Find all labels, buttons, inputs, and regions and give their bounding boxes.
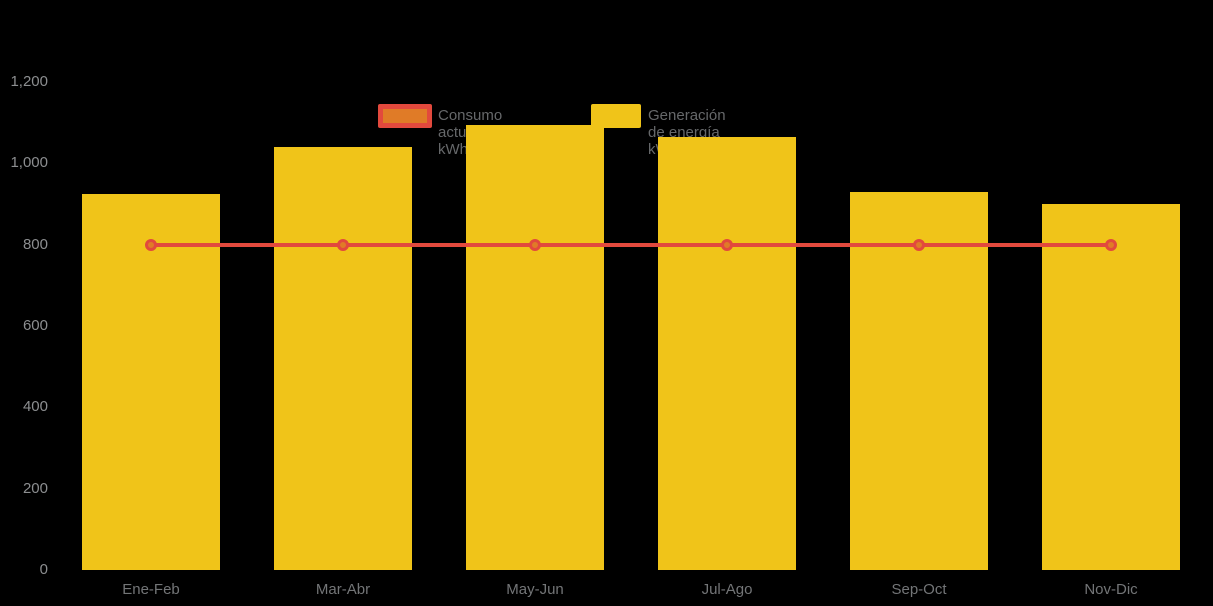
y-axis-label: 600 — [22, 317, 48, 334]
line-marker-Nov-Dic — [1105, 238, 1117, 251]
bar-May-Jun — [466, 124, 604, 570]
x-axis-label: Sep-Oct — [891, 581, 947, 598]
y-axis-label: 1,200 — [10, 73, 48, 90]
bar-Mar-Abr — [274, 147, 412, 570]
y-axis-label: 400 — [22, 398, 48, 416]
legend-label-consumo: Consumo actual kWh — [438, 107, 503, 158]
bar-Nov-Dic — [1042, 204, 1180, 570]
consumption-line — [151, 242, 1111, 247]
x-axis-label: Jul-Ago — [701, 581, 753, 598]
bar-Ene-Feb — [82, 193, 220, 570]
x-axis-label: Nov-Dic — [1084, 581, 1138, 598]
y-axis-label: 1,000 — [10, 154, 48, 172]
legend-swatch-generacion-icon — [591, 104, 641, 128]
line-marker-Sep-Oct — [913, 238, 925, 251]
legend-swatch-consumo-icon — [378, 104, 432, 128]
y-axis-label: 200 — [22, 479, 48, 497]
x-axis-label: Ene-Feb — [122, 581, 180, 598]
line-marker-Mar-Abr — [337, 238, 349, 251]
y-axis-label: 800 — [22, 235, 48, 253]
line-marker-Ene-Feb — [145, 238, 157, 251]
line-marker-Jul-Ago — [721, 238, 733, 251]
x-axis-label: Mar-Abr — [315, 581, 371, 598]
line-marker-May-Jun — [529, 238, 541, 251]
bar-Jul-Ago — [658, 136, 796, 570]
x-axis-label: May-Jun — [506, 581, 564, 598]
y-axis-label: 0 — [39, 561, 48, 578]
bar-Sep-Oct — [850, 191, 988, 570]
